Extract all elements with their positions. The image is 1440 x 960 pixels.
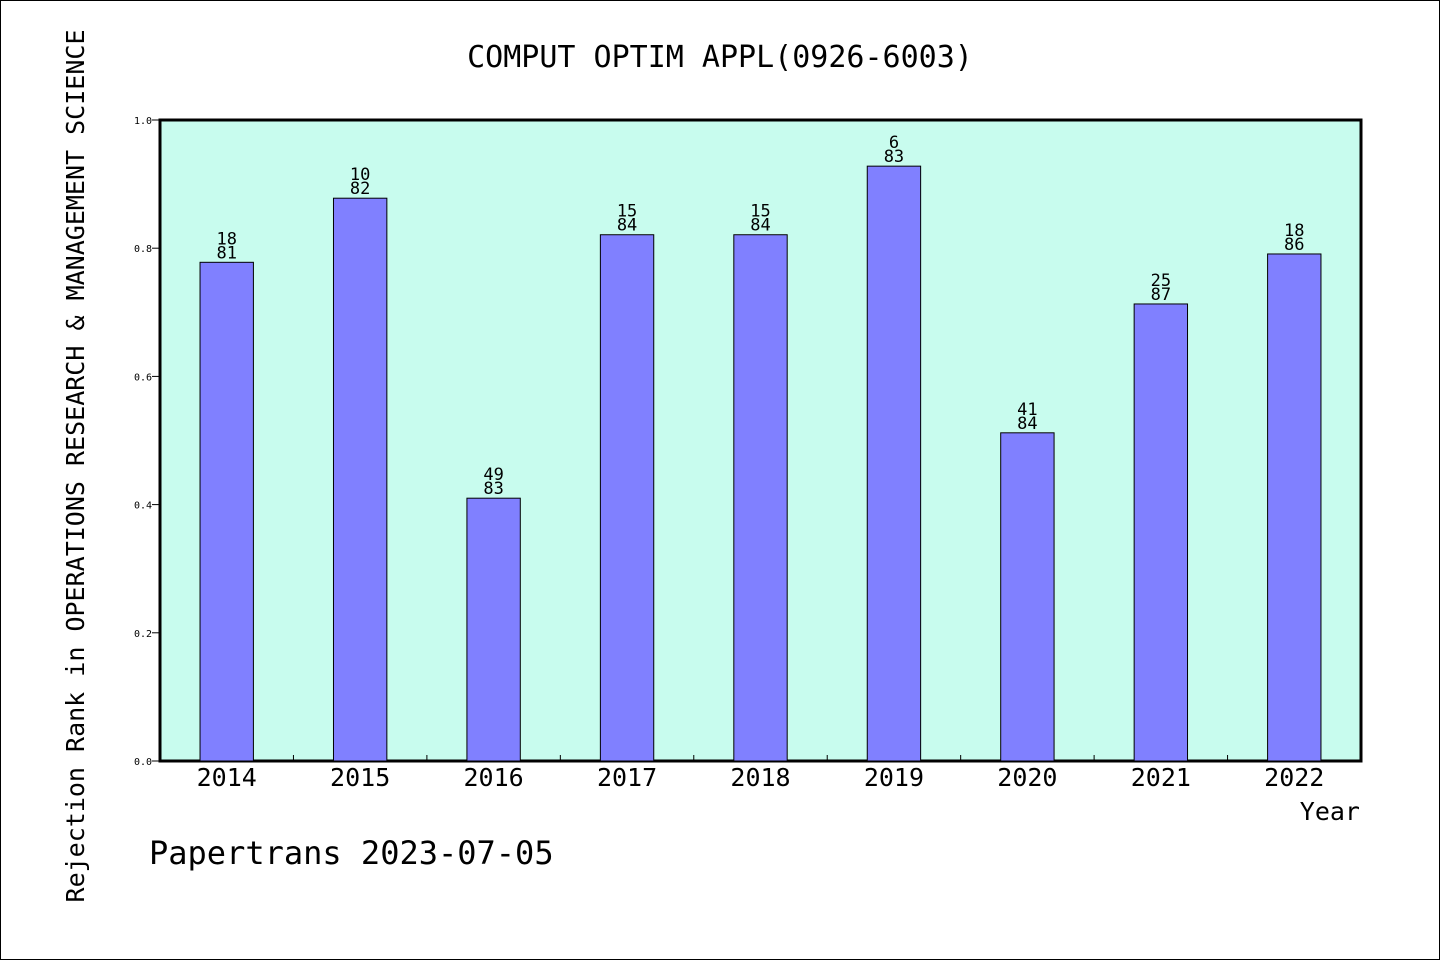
bar-rank-label: 18 (216, 229, 236, 249)
bar (866, 165, 922, 762)
bar-total-label: 82 (350, 179, 370, 199)
bar (1133, 303, 1189, 762)
x-axis-label: Year (1300, 797, 1360, 826)
y-tick-label: 1.0 (134, 116, 152, 127)
bar-rank-label: 41 (1017, 400, 1037, 420)
bar-rank-label: 6 (889, 133, 899, 153)
y-tick-label: 0.8 (134, 244, 152, 255)
x-tick-label: 2018 (730, 763, 790, 792)
bar (599, 234, 655, 762)
y-tick-label: 0.2 (134, 629, 152, 640)
x-tick-label: 2014 (197, 763, 257, 792)
x-tick-label: 2022 (1264, 763, 1324, 792)
bar-total-label: 81 (216, 243, 236, 263)
footer-credit: Papertrans 2023-07-05 (149, 834, 554, 872)
x-tick-label: 2016 (464, 763, 524, 792)
x-tick-label: 2021 (1131, 763, 1191, 792)
bar (1000, 432, 1055, 762)
y-tick-label: 0.0 (134, 757, 152, 768)
x-tick-labels: 2014 2015 2016 2017 2018 2019 2020 2021 2022 (197, 763, 1325, 792)
x-axis (292, 755, 1229, 761)
bar-rank-label: 18 (1284, 221, 1304, 241)
bar (1267, 253, 1322, 762)
x-tick-label: 2015 (330, 763, 390, 792)
bar (199, 261, 254, 762)
chart-title: COMPUT OPTIM APPL(0926-6003) (467, 40, 973, 75)
bar-total-label: 87 (1151, 285, 1171, 305)
x-tick-label: 2020 (997, 763, 1057, 792)
bar (733, 234, 788, 762)
bar-total-label: 84 (1017, 414, 1037, 434)
bar-rank-label: 15 (617, 202, 637, 222)
bar-series (199, 165, 1322, 762)
bar-rank-label: 49 (483, 465, 503, 485)
y-axis-label: Rejection Rank in OPERATIONS RESEARCH & … (61, 30, 90, 903)
bar-total-label: 83 (483, 479, 503, 499)
y-tick-label: 0.4 (134, 501, 152, 512)
bar (466, 497, 521, 762)
y-tick-label: 0.6 (134, 372, 152, 383)
bar-rank-label: 10 (350, 165, 370, 185)
x-tick-label: 2019 (864, 763, 924, 792)
bar-rank-label: 15 (750, 202, 770, 222)
x-tick-label: 2017 (597, 763, 657, 792)
bar (332, 197, 388, 762)
bar-total-label: 84 (617, 216, 637, 236)
y-axis: 0.0 0.2 0.4 0.6 0.8 1.0 (134, 116, 160, 768)
bar-total-label: 86 (1284, 235, 1304, 255)
bar-total-label: 84 (750, 216, 770, 236)
bar-rank-label: 25 (1151, 271, 1171, 291)
bar-total-label: 83 (884, 147, 904, 167)
